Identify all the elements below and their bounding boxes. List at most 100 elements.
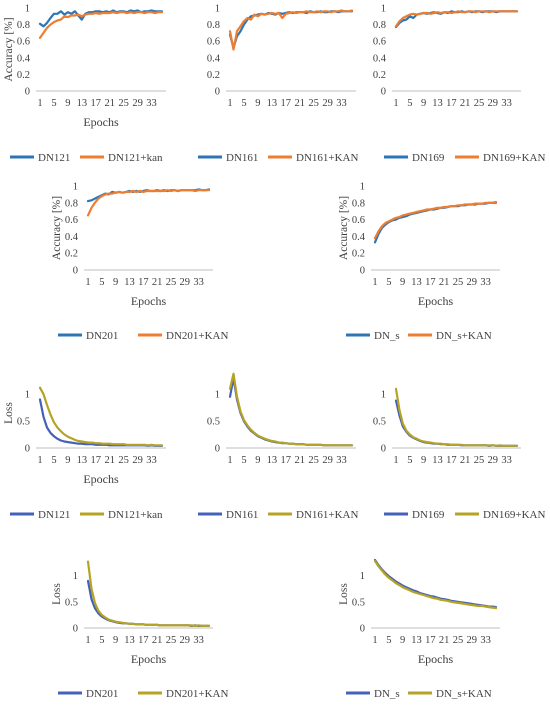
y-tick-label: 0.4 — [352, 232, 366, 243]
x-tick-label: 17 — [91, 455, 102, 466]
x-tick-label: 5 — [99, 635, 104, 646]
series-line-2 — [373, 200, 498, 240]
y-tick-label: 0 — [381, 87, 386, 98]
y-tick-label: 0.6 — [207, 37, 220, 48]
y-tick-label: 0.5 — [352, 597, 365, 608]
legend-item-2: DN169+KAN — [455, 152, 545, 164]
y-tick-label: 0.5 — [17, 417, 30, 428]
x-tick-label: 21 — [460, 98, 471, 109]
y-tick-label: 0.8 — [17, 20, 30, 31]
x-tick-label: 13 — [267, 455, 278, 466]
y-tick-label: 1 — [381, 390, 386, 401]
chart-panel-4: 00.20.40.60.811 5 9 13 17 21 25 29 33EpochsAccur… — [51, 182, 228, 343]
x-tick-label: 1 — [393, 455, 398, 466]
series-line-2 — [228, 372, 354, 447]
series-line-1 — [228, 376, 354, 447]
x-tick-label: 5 — [407, 98, 412, 109]
x-tick-label: 17 — [425, 635, 436, 646]
x-tick-label: 33 — [146, 455, 157, 466]
x-tick-label: 13 — [432, 98, 443, 109]
legend-label: DN121+kan — [108, 509, 163, 521]
x-tick-label: 9 — [65, 455, 70, 466]
y-tick-label: 0 — [360, 266, 365, 277]
y-tick-label: 1 — [73, 182, 78, 193]
legend-item-1: DN121 — [10, 509, 70, 521]
legend-label: DN161+KAN — [296, 152, 358, 164]
y-tick-label: 0.6 — [17, 37, 30, 48]
x-tick-label: 5 — [386, 277, 391, 288]
legend-label: DN161+KAN — [296, 509, 358, 521]
x-tick-label: 33 — [193, 277, 204, 288]
x-tick-label: 33 — [336, 98, 347, 109]
x-tick-label: 29 — [180, 635, 191, 646]
y-tick-label: 0.6 — [373, 37, 386, 48]
legend-item-1: DN161 — [198, 152, 258, 164]
legend-item-2: DN161+KAN — [268, 509, 358, 521]
x-tick-label: 25 — [166, 635, 177, 646]
x-tick-label: 29 — [322, 98, 333, 109]
y-tick-label: 0 — [73, 624, 78, 635]
legend-label: DN161 — [226, 152, 258, 164]
x-tick-label: 29 — [322, 455, 333, 466]
x-tick-label: 29 — [488, 98, 499, 109]
x-tick-label: 9 — [400, 635, 405, 646]
y-tick-label: 0.2 — [207, 70, 220, 81]
x-tick-label: 25 — [118, 98, 129, 109]
x-tick-label: 29 — [488, 455, 499, 466]
x-tick-label: 17 — [425, 277, 436, 288]
y-tick-label: 1 — [360, 571, 365, 582]
y-tick-label: 0.5 — [207, 417, 220, 428]
y-axis-label: Accuracy [%] — [51, 196, 63, 260]
x-tick-label: 25 — [453, 277, 464, 288]
x-tick-label: 9 — [255, 455, 260, 466]
x-axis-label: Epochs — [83, 472, 119, 486]
x-axis-label: Epochs — [418, 294, 454, 308]
legend-item-2: DN121+kan — [80, 152, 163, 164]
legend-label: DN_s — [374, 330, 400, 342]
legend-label: DN121 — [38, 509, 70, 521]
x-tick-label: 25 — [308, 98, 319, 109]
x-tick-label: 25 — [166, 277, 177, 288]
y-tick-label: 0.2 — [65, 249, 78, 260]
y-tick-label: 0.2 — [373, 70, 386, 81]
y-tick-label: 0.6 — [65, 215, 78, 226]
legend-item-1: DN121 — [10, 152, 70, 164]
x-tick-label: 13 — [411, 277, 422, 288]
x-tick-label: 9 — [421, 455, 426, 466]
x-tick-label: 17 — [281, 455, 292, 466]
y-tick-label: 0.4 — [373, 53, 387, 64]
series-line-1 — [38, 398, 164, 447]
x-tick-label: 5 — [407, 455, 412, 466]
x-tick-label: 33 — [501, 455, 512, 466]
legend-label: DN_s+KAN — [436, 688, 492, 700]
x-tick-label: 13 — [267, 98, 278, 109]
y-tick-label: 1 — [360, 182, 365, 193]
legend-label: DN_s — [374, 688, 400, 700]
series-line-2 — [38, 386, 164, 447]
x-tick-label: 5 — [241, 455, 246, 466]
x-tick-label: 1 — [393, 98, 398, 109]
legend-label: DN169 — [412, 152, 445, 164]
x-tick-label: 9 — [255, 98, 260, 109]
y-axis-label: Loss — [51, 583, 63, 605]
legend-label: DN201 — [86, 688, 118, 700]
y-tick-label: 0.8 — [352, 198, 365, 209]
x-tick-label: 5 — [386, 635, 391, 646]
legend-item-2: DN201+KAN — [138, 330, 228, 342]
legend-item-1: DN201 — [58, 688, 118, 700]
chart-panel-5: 00.20.40.60.811 5 9 13 17 21 25 29 33EpochsAccur… — [338, 182, 500, 342]
x-tick-label: 29 — [132, 455, 143, 466]
x-tick-label: 9 — [65, 98, 70, 109]
x-tick-label: 1 — [227, 98, 232, 109]
y-tick-label: 1 — [215, 390, 220, 401]
x-tick-label: 13 — [77, 98, 88, 109]
x-tick-label: 9 — [113, 277, 118, 288]
x-tick-label: 5 — [99, 277, 104, 288]
series-line-2 — [394, 10, 519, 28]
x-tick-label: 17 — [446, 98, 457, 109]
x-tick-label: 33 — [146, 98, 157, 109]
y-tick-label: 1 — [25, 4, 30, 15]
x-axis-label: Epochs — [131, 294, 167, 308]
legend-item-2: DN169+KAN — [455, 509, 545, 521]
